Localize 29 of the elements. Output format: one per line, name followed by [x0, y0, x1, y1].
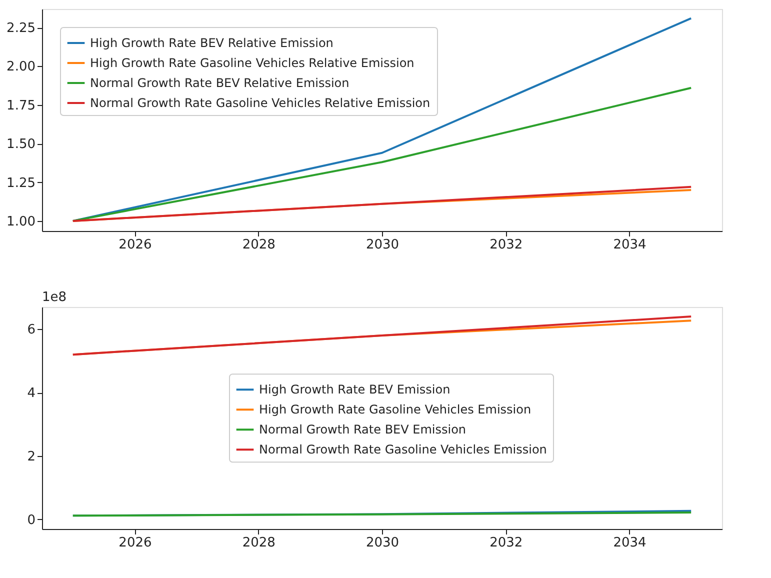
x-tick-label: 2032: [490, 238, 523, 252]
legend-label: High Growth Rate BEV Relative Emission: [90, 36, 334, 50]
x-tick-label: 2028: [242, 238, 276, 252]
x-tick-label: 2030: [366, 536, 400, 550]
legend-label: High Growth Rate BEV Emission: [259, 382, 450, 397]
y-tick-label: 2.00: [6, 60, 36, 75]
x-tick-label: 2026: [118, 536, 152, 550]
legend-label: Normal Growth Rate BEV Relative Emission: [90, 76, 350, 90]
y-tick-label: 2.25: [6, 21, 36, 36]
legend-label: Normal Growth Rate Gasoline Vehicles Relative Emission: [90, 96, 430, 110]
y-tick-label: 1.25: [6, 176, 36, 191]
x-tick-label: 2034: [613, 238, 646, 252]
x-tick-label: 2030: [366, 238, 400, 252]
x-tick-label: 2026: [118, 238, 152, 252]
text: 1e8: [42, 290, 67, 305]
legend-label: Normal Growth Rate BEV Emission: [259, 422, 466, 437]
y-tick-label: 1.50: [6, 137, 36, 152]
y-tick-label: 4: [27, 386, 36, 402]
y-tick-label: 6: [27, 322, 36, 338]
legend-label: Normal Growth Rate Gasoline Vehicles Emission: [259, 442, 547, 457]
x-tick-label: 2034: [613, 536, 646, 550]
legend-label: High Growth Rate Gasoline Vehicles Relative Emission: [90, 56, 414, 70]
y-tick-label: 2: [27, 450, 36, 465]
y-tick-label: 0: [27, 512, 36, 528]
y-tick-label: 1.00: [6, 214, 36, 230]
x-tick-label: 2032: [490, 536, 523, 550]
legend-label: High Growth Rate Gasoline Vehicles Emission: [259, 402, 532, 417]
y-tick-label: 1.75: [6, 98, 36, 114]
x-tick-label: 2028: [242, 536, 276, 550]
